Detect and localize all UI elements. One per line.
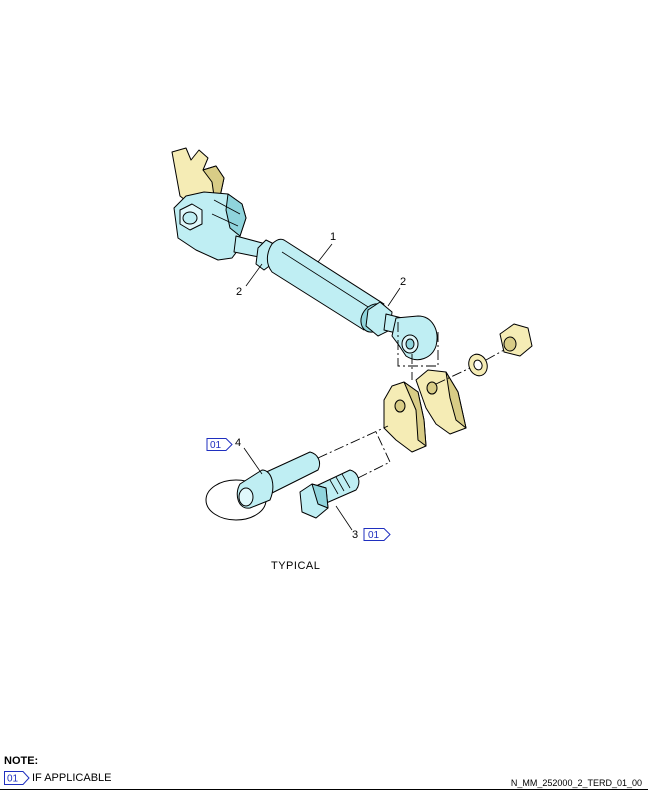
pin (205, 451, 321, 521)
callout-4: 4 (235, 437, 241, 449)
document-id: N_MM_252000_2_TERD_01_00 (510, 778, 642, 788)
effectivity-tag-pin-text: 01 (210, 440, 222, 451)
note-tag-text: 01 (7, 774, 19, 785)
lower-bracket (383, 369, 467, 453)
callout-3: 3 (352, 529, 358, 541)
note-text: IF APPLICABLE (32, 772, 112, 784)
leader-lines (243, 243, 401, 531)
callout-1: 1 (330, 231, 336, 243)
installation-lines (317, 322, 505, 479)
self-locking-nut (499, 323, 533, 357)
note-title: NOTE: (4, 755, 39, 767)
note-row: 01 IF APPLICABLE (4, 771, 111, 785)
bolt (299, 469, 360, 519)
callout-2-upper: 2 (236, 286, 242, 298)
effectivity-tag-bolt-text: 01 (368, 530, 380, 541)
effectivity-tag-pin: 01 (206, 438, 233, 451)
effectivity-tag-bolt: 01 (363, 528, 391, 541)
note-effectivity-tag: 01 (4, 771, 30, 785)
footer-rule (0, 789, 648, 790)
washer (468, 353, 488, 377)
callout-2-lower: 2 (400, 276, 406, 288)
lower-rod-end (391, 315, 438, 361)
note-tag-shape: 01 (4, 771, 30, 785)
upper-clevis-fitting (173, 191, 267, 261)
view-caption: TYPICAL (271, 560, 320, 572)
